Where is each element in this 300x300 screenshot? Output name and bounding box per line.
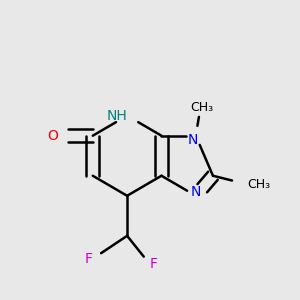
- Text: N: N: [188, 133, 198, 147]
- Text: NH: NH: [106, 109, 127, 123]
- Text: CH₃: CH₃: [190, 101, 213, 114]
- Text: F: F: [85, 252, 93, 266]
- Text: N: N: [190, 184, 201, 199]
- Text: F: F: [150, 257, 158, 272]
- Text: CH₃: CH₃: [247, 178, 270, 191]
- Text: O: O: [48, 129, 58, 143]
